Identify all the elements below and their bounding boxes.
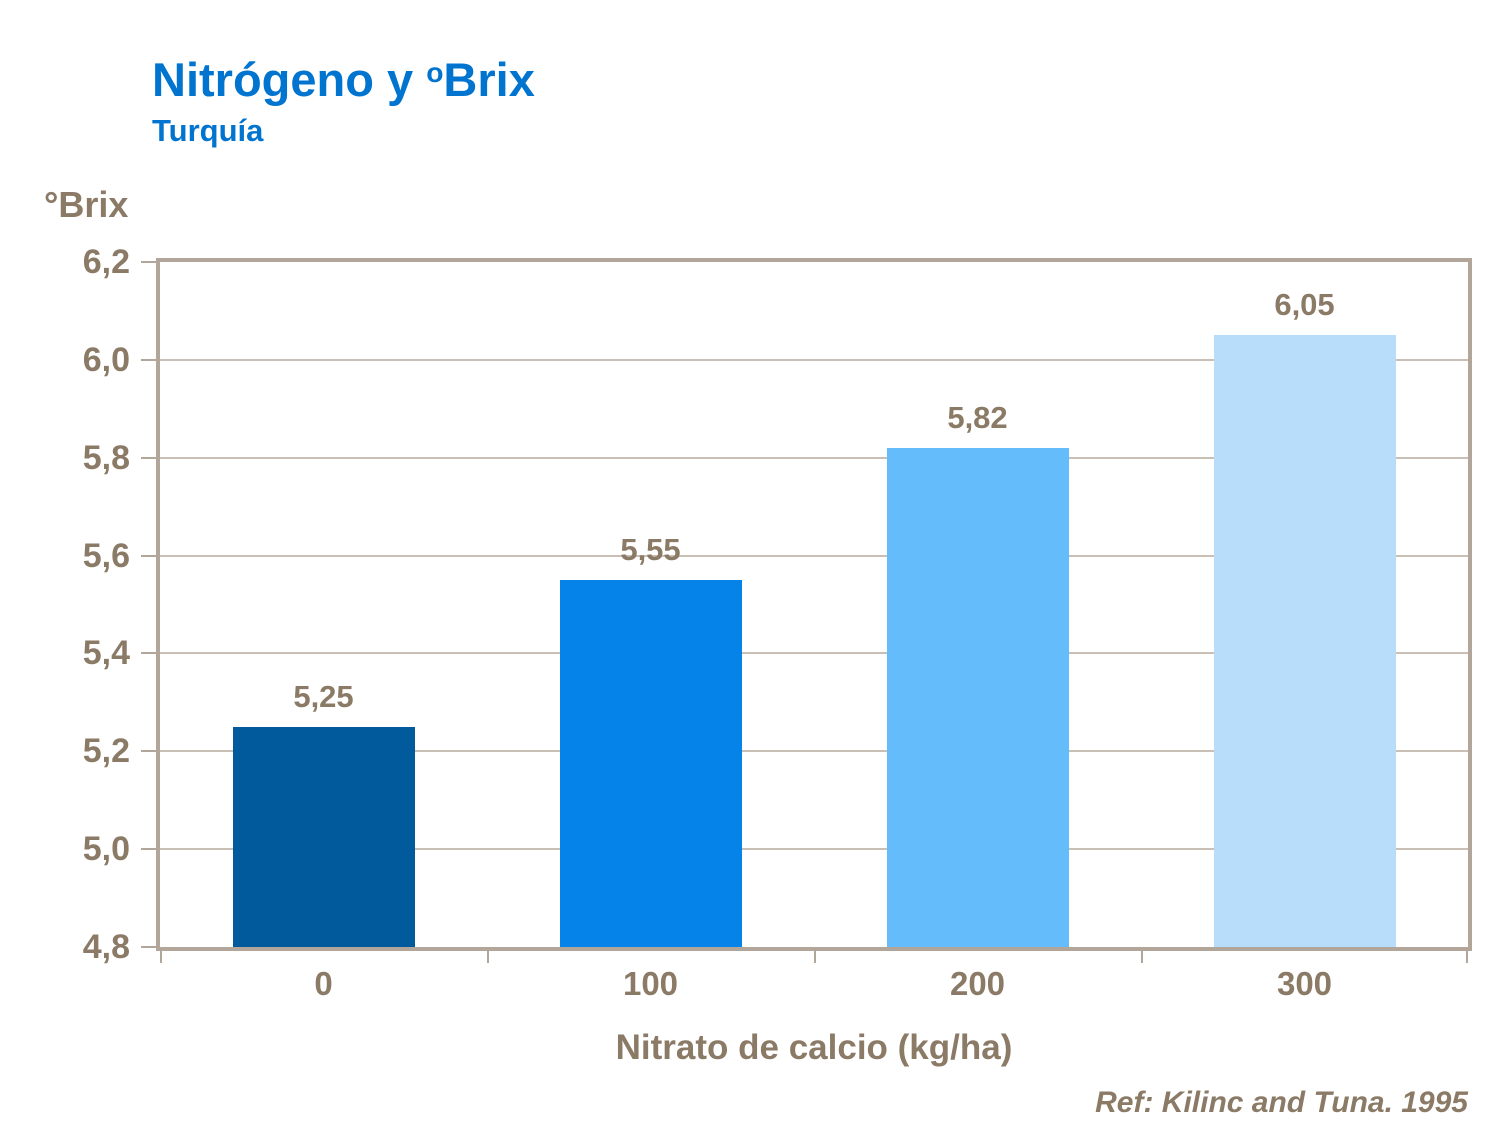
y-axis-tick [141, 456, 157, 459]
y-axis-tick [141, 946, 157, 948]
y-tick-label: 5,4 [82, 634, 130, 673]
footer-reference: Ref: Kilinc and Tuna. 1995 [1095, 1086, 1468, 1119]
title-superscript: o [426, 55, 444, 88]
gridline [160, 652, 1468, 655]
x-axis-title: Nitrato de calcio (kg/ha) [615, 1028, 1013, 1067]
bar-value-label: 5,55 [620, 532, 681, 568]
y-axis-tick [141, 554, 157, 557]
y-tick-label: 6,2 [82, 243, 130, 281]
bar [1213, 335, 1396, 947]
title-text: Nitrógeno y [152, 53, 427, 106]
x-tick-label: 300 [1276, 965, 1333, 1002]
y-axis-tick [141, 750, 157, 753]
x-axis-tick [160, 947, 162, 963]
page-subtitle: Turquía [152, 113, 264, 148]
x-tick-label: 0 [314, 965, 333, 1002]
x-axis-tick [1466, 947, 1468, 963]
plot-area: 4,8 5,0 5,2 5,4 5,6 5,8 6,0 6,2 5,25 0 5,55 100 5,82… [83, 243, 1472, 1002]
gridline [160, 456, 1468, 459]
y-tick-label: 5,2 [82, 732, 130, 771]
page-title: Nitrógeno y oBrix [152, 52, 535, 107]
x-tick-label: 200 [949, 965, 1006, 1002]
y-tick-label: 4,8 [82, 928, 130, 966]
y-axis-title: °Brix [44, 184, 129, 225]
y-tick-label: 5,6 [82, 536, 130, 575]
x-tick-label: 100 [622, 965, 679, 1002]
bar [232, 726, 415, 947]
bar [886, 447, 1069, 947]
y-tick-label: 6,0 [82, 340, 130, 379]
x-axis-tick [1141, 947, 1143, 963]
gridline [160, 750, 1468, 753]
y-axis-tick [141, 652, 157, 655]
title-text-tail: Brix [443, 53, 535, 106]
y-axis-tick [141, 848, 157, 851]
bar [559, 580, 742, 947]
y-tick-label: 5,0 [82, 830, 130, 869]
x-axis-tick [487, 947, 489, 963]
y-axis-tick [141, 358, 157, 361]
gridline [160, 554, 1468, 557]
bar-value-label: 5,82 [947, 399, 1008, 435]
gridline [160, 848, 1468, 851]
x-axis-tick [814, 947, 816, 963]
y-axis-tick [141, 261, 157, 263]
bar-value-label: 5,25 [293, 678, 354, 714]
gridline [160, 358, 1468, 361]
bar-value-label: 6,05 [1274, 287, 1335, 323]
y-tick-label: 5,8 [82, 438, 130, 477]
